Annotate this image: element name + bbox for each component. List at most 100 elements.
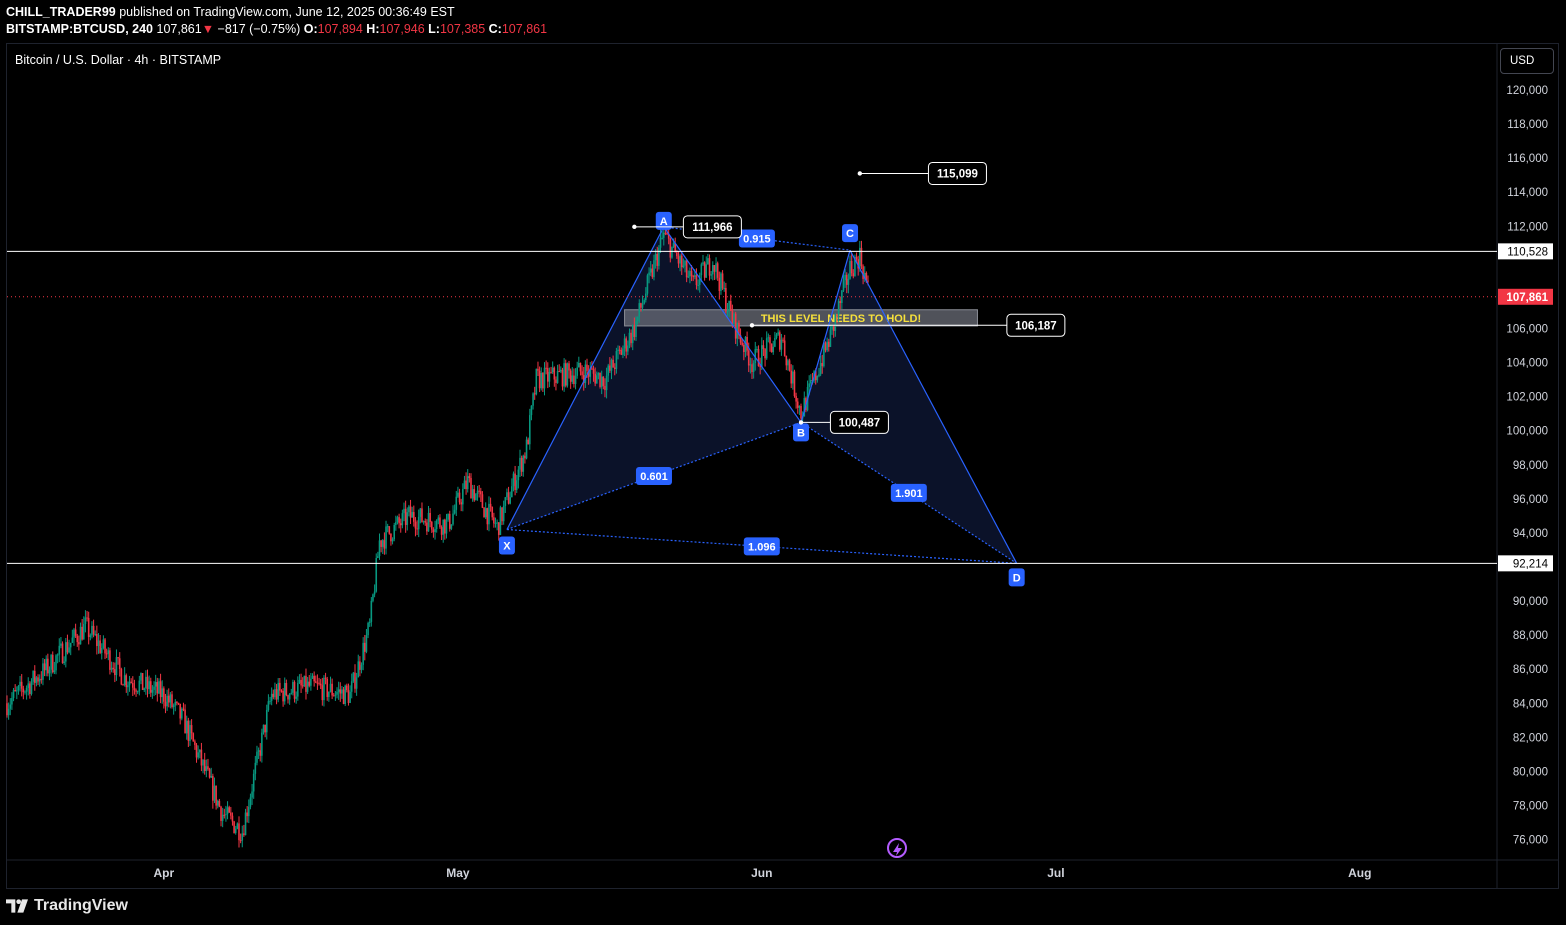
leg-bc [800, 249, 851, 423]
candle-body [221, 814, 224, 821]
candle-body [860, 247, 863, 267]
candle-body [355, 677, 358, 689]
candle-body [347, 690, 350, 703]
candle-body [578, 362, 580, 368]
author-name[interactable]: CHILL_TRADER99 [6, 5, 116, 19]
candle-body [515, 480, 518, 490]
candle-body [466, 476, 469, 490]
candle-body [56, 654, 59, 656]
tradingview-logo[interactable]: TradingView [6, 897, 128, 915]
chart-frame[interactable] [6, 43, 1559, 889]
candle-body [346, 685, 348, 691]
candle-body [388, 526, 391, 534]
candle-body [399, 523, 402, 526]
candle-body [774, 337, 776, 347]
replay-icon [887, 838, 907, 858]
candle-body [158, 681, 160, 694]
candle-body [738, 323, 740, 336]
candle-body [499, 507, 502, 535]
candle-body [525, 439, 528, 459]
candle-body [574, 375, 577, 385]
candle-body [649, 268, 652, 273]
candle-body [166, 695, 168, 707]
candle-body [372, 594, 374, 601]
candle-body [236, 823, 239, 829]
candle-body [104, 639, 106, 654]
candle-body [587, 370, 590, 377]
candle-body [778, 332, 781, 350]
y-tick-label: 82,000 [1513, 732, 1548, 744]
candle-body [9, 704, 12, 709]
candle-body [543, 367, 546, 389]
candle-body [360, 664, 363, 670]
candle-body [859, 247, 861, 269]
candle-body [11, 697, 13, 705]
candle-body [800, 405, 802, 419]
candle-body [839, 301, 842, 304]
candle-body [86, 617, 88, 619]
candle-body [326, 678, 329, 697]
candle-body [215, 785, 217, 806]
candle-body [818, 374, 820, 377]
candle-body [422, 521, 425, 523]
point-label: A [660, 216, 668, 228]
candle-body [74, 629, 77, 636]
candle-body [184, 709, 186, 734]
y-tick-label: 94,000 [1513, 528, 1548, 540]
candle-body [125, 675, 128, 688]
candle-body [627, 345, 629, 352]
candle-body [128, 681, 131, 686]
y-tick-label: 98,000 [1513, 460, 1548, 472]
candle-body [746, 336, 748, 351]
candle-body [638, 303, 641, 317]
candle-body [247, 806, 250, 817]
candle-body [589, 368, 592, 377]
candle-body [20, 681, 23, 689]
candle-body [223, 814, 226, 816]
candle-body [479, 491, 482, 495]
candle-body [97, 640, 100, 647]
candle-body [81, 626, 83, 640]
candle-body [857, 259, 859, 269]
candle-body [365, 635, 368, 652]
candle-body [182, 708, 185, 710]
candle-body [558, 371, 561, 373]
candle-body [765, 338, 768, 359]
candle-body [849, 261, 851, 279]
candle-body [208, 769, 211, 778]
candle-body [489, 503, 492, 507]
candle-body [395, 522, 397, 525]
candle-body [375, 558, 378, 592]
candle-body [862, 266, 864, 279]
candle-body [842, 280, 845, 291]
candle-body [290, 692, 293, 694]
currency-button[interactable]: USD [1500, 48, 1554, 74]
candle-body [213, 785, 216, 801]
candle-body [581, 371, 583, 376]
point-label: B [797, 427, 805, 439]
candle-body [841, 290, 843, 304]
candle-body [19, 681, 21, 687]
candle-body [448, 513, 451, 529]
candle-body [91, 625, 93, 636]
candle-body [787, 360, 789, 366]
candle-body [47, 658, 49, 674]
candle-body [413, 512, 415, 522]
candle-body [339, 689, 342, 694]
candle-body [488, 503, 490, 525]
y-tick-label: 102,000 [1506, 392, 1548, 404]
candle-body [662, 232, 665, 238]
candle-body [555, 379, 557, 383]
candle-body [522, 455, 525, 472]
candle-body [60, 643, 62, 646]
candle-body [200, 749, 203, 766]
candle-body [478, 490, 480, 492]
last-price-axis-label: 107,861 [1506, 292, 1548, 304]
candle-body [653, 260, 655, 278]
leg-ab [663, 226, 802, 423]
candle-body [452, 513, 454, 525]
candle-body [463, 480, 466, 490]
candle-body [269, 700, 271, 702]
candle-body [795, 396, 797, 402]
